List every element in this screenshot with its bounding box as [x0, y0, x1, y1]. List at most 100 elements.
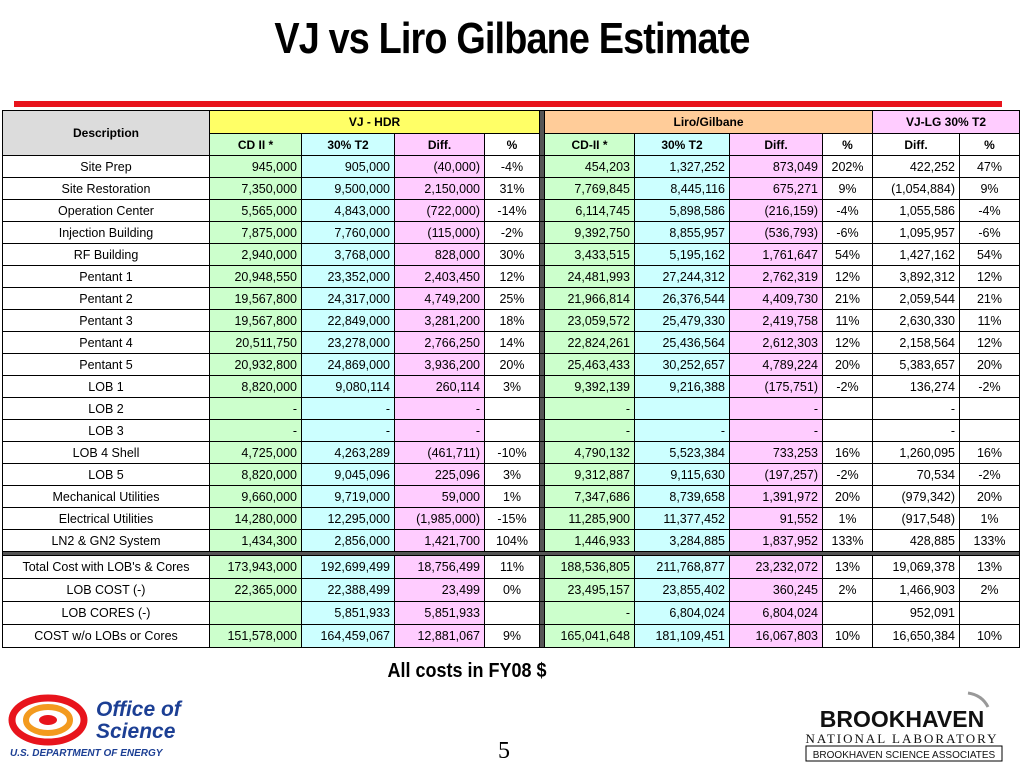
table-cell: 24,481,993: [544, 265, 635, 288]
title-rule: [14, 101, 1002, 107]
group-header: VJ - HDR: [209, 110, 540, 134]
table-cell: -: [544, 419, 635, 442]
table-cell: 133%: [959, 529, 1020, 552]
table-cell: 136,274: [872, 375, 960, 398]
table-cell: -: [544, 601, 635, 625]
header-cell: Description: [2, 110, 210, 156]
table-cell: 23,855,402: [634, 578, 730, 602]
table-cell: 13%: [959, 555, 1020, 579]
table-cell: (175,751): [729, 375, 823, 398]
table-cell: 31%: [484, 177, 540, 200]
table-cell: 24,869,000: [301, 353, 395, 376]
table-cell: 14%: [484, 331, 540, 354]
table-cell: [822, 397, 873, 420]
table-cell: 5,898,586: [634, 199, 730, 222]
table-cell: -: [301, 419, 395, 442]
logo-subtext: BROOKHAVEN SCIENCE ASSOCIATES: [813, 750, 996, 761]
table-cell: 1%: [484, 485, 540, 508]
table-cell: 2,403,450: [394, 265, 485, 288]
table-cell: 2,766,250: [394, 331, 485, 354]
table-cell: 3,892,312: [872, 265, 960, 288]
table-cell: [959, 419, 1020, 442]
table-cell: (979,342): [872, 485, 960, 508]
table-cell: 27,244,312: [634, 265, 730, 288]
table-cell: 4,409,730: [729, 287, 823, 310]
table-cell: -2%: [484, 221, 540, 244]
table-cell: [822, 419, 873, 442]
table-row: Operation Center 5,565,000 4,843,000 (722,0…: [2, 199, 1020, 222]
table-cell: 181,109,451: [634, 624, 730, 648]
table-cell: 22,824,261: [544, 331, 635, 354]
table-cell: 18%: [484, 309, 540, 332]
table-cell: 59,000: [394, 485, 485, 508]
table-cell: 2%: [822, 578, 873, 602]
table-cell: 12%: [822, 265, 873, 288]
table-cell: 11%: [484, 555, 540, 579]
table-row: LOB 2------: [2, 397, 1020, 420]
row-label: LOB 1: [2, 375, 210, 398]
table-cell: 24,317,000: [301, 287, 395, 310]
table-cell: 12%: [959, 265, 1020, 288]
row-label: RF Building: [2, 243, 210, 266]
table-cell: 1,466,903: [872, 578, 960, 602]
table-cell: 3,936,200: [394, 353, 485, 376]
table-cell: 3,284,885: [634, 529, 730, 552]
table-cell: 422,252: [872, 155, 960, 178]
logo-text: NATIONAL LABORATORY: [806, 731, 999, 746]
table-cell: 13%: [822, 555, 873, 579]
table-row: Total Cost with LOB's & Cores 173,943,000…: [2, 555, 1020, 579]
cost-table: Description VJ - HDR Liro/Gilbane VJ-LG 30%…: [2, 110, 1020, 648]
table-cell: 19,567,800: [209, 309, 302, 332]
row-label: COST w/o LOBs or Cores: [2, 624, 210, 648]
table-cell: 165,041,648: [544, 624, 635, 648]
table-cell: 30%: [484, 243, 540, 266]
table-cell: 9%: [822, 177, 873, 200]
row-label: Pentant 2: [2, 287, 210, 310]
table-cell: -: [209, 397, 302, 420]
table-cell: 14,280,000: [209, 507, 302, 530]
table-cell: 16,650,384: [872, 624, 960, 648]
slide-title: VJ vs Liro Gilbane Estimate: [274, 14, 750, 63]
table-cell: 1,260,095: [872, 441, 960, 464]
table-cell: 20%: [959, 353, 1020, 376]
row-label: LOB 3: [2, 419, 210, 442]
table-cell: -2%: [822, 375, 873, 398]
table-cell: [634, 397, 730, 420]
table-cell: -2%: [959, 375, 1020, 398]
table-cell: 6,804,024: [634, 601, 730, 625]
row-label: LN2 & GN2 System: [2, 529, 210, 552]
table-cell: -6%: [822, 221, 873, 244]
table-cell: 9,392,139: [544, 375, 635, 398]
table-cell: 10%: [959, 624, 1020, 648]
table-cell: 16%: [822, 441, 873, 464]
table-cell: 952,091: [872, 601, 960, 625]
table-cell: [959, 397, 1020, 420]
table-cell: [484, 419, 540, 442]
table-cell: 3,433,515: [544, 243, 635, 266]
table-cell: 5,195,162: [634, 243, 730, 266]
table-row: Mechanical Utilities 9,660,000 9,719,000 59…: [2, 485, 1020, 508]
table-cell: 173,943,000: [209, 555, 302, 579]
table-cell: 16%: [959, 441, 1020, 464]
table-cell: 9,045,096: [301, 463, 395, 486]
table-row: LOB 3-------: [2, 419, 1020, 442]
table-cell: (1,054,884): [872, 177, 960, 200]
table-cell: -: [394, 419, 485, 442]
header-row: Description VJ - HDR Liro/Gilbane VJ-LG 30%…: [2, 110, 1020, 156]
row-label: Electrical Utilities: [2, 507, 210, 530]
table-cell: 0%: [484, 578, 540, 602]
table-row: LOB 1 8,820,000 9,080,114 260,114 3% 9,392,13…: [2, 375, 1020, 398]
table-cell: 70,534: [872, 463, 960, 486]
table-cell: 8,855,957: [634, 221, 730, 244]
table-cell: [484, 601, 540, 625]
logo-swirl: [8, 694, 88, 746]
table-cell: -4%: [484, 155, 540, 178]
table-cell: 1%: [959, 507, 1020, 530]
table-cell: 211,768,877: [634, 555, 730, 579]
table-row: Site Restoration 7,350,000 9,500,000 2,150,…: [2, 177, 1020, 200]
row-label: LOB 2: [2, 397, 210, 420]
table-cell: 5,565,000: [209, 199, 302, 222]
table-row: Injection Building 7,875,000 7,760,000 (115…: [2, 221, 1020, 244]
table-cell: 104%: [484, 529, 540, 552]
row-label: Pentant 1: [2, 265, 210, 288]
